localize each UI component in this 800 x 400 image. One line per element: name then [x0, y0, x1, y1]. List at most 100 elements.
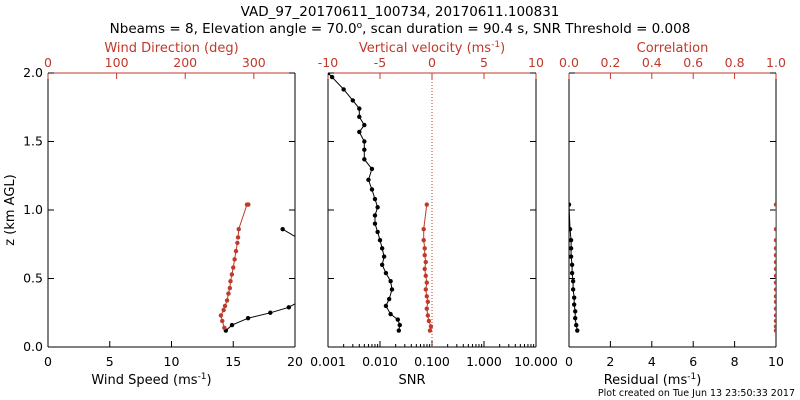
data-point — [372, 213, 378, 218]
data-point — [574, 322, 579, 328]
series-line — [328, 73, 401, 331]
data-point — [366, 177, 371, 183]
data-point — [426, 318, 432, 324]
data-point — [570, 287, 576, 292]
x-tick-label-top: 1.0 — [766, 55, 786, 70]
data-point — [424, 306, 429, 311]
x-tick-label-bottom: 1.000 — [466, 354, 502, 369]
x-tick-label-top: 300 — [242, 55, 266, 70]
x-tick-label-top: -5 — [374, 55, 386, 70]
data-point — [773, 237, 776, 243]
data-point — [372, 196, 378, 202]
data-point — [569, 270, 575, 276]
data-point — [329, 74, 335, 80]
x-axis-label-top: Correlation — [637, 41, 709, 56]
data-point — [362, 157, 367, 162]
data-point — [372, 221, 378, 226]
data-point — [425, 313, 431, 318]
figure-subtitle: Nbeams = 8, Elevation angle = 70.0o, sca… — [110, 21, 691, 37]
data-point — [383, 270, 389, 276]
data-point — [221, 307, 226, 313]
data-point — [227, 285, 233, 291]
data-point — [357, 114, 362, 120]
x-tick-label-top: 5 — [480, 55, 488, 70]
x-tick-label-top: 0 — [428, 55, 436, 70]
data-point — [379, 262, 385, 267]
data-point — [220, 318, 225, 324]
x-tick-label-top: 0.0 — [559, 55, 579, 70]
x-tick-label-bottom: 20 — [287, 354, 303, 369]
data-point — [425, 299, 431, 304]
y-tick-label: 1.0 — [23, 202, 43, 217]
data-point — [222, 325, 227, 331]
data-point — [773, 273, 776, 278]
data-point — [375, 229, 380, 235]
data-point — [299, 238, 303, 242]
data-point — [569, 226, 573, 232]
data-point — [773, 306, 776, 311]
data-point — [773, 324, 776, 329]
x-axis-label-bottom: Wind Speed (ms-1) — [91, 372, 211, 388]
x-axis-label-top: Wind Direction (deg) — [104, 41, 238, 56]
data-point — [383, 303, 389, 309]
data-point — [246, 202, 251, 207]
data-point — [773, 318, 776, 324]
data-point — [773, 294, 776, 299]
series-group — [328, 73, 434, 347]
data-point — [569, 246, 574, 251]
y-tick-label: 0.5 — [23, 271, 43, 286]
data-point — [389, 287, 395, 292]
data-point — [424, 202, 429, 207]
x-tick-label-top: 100 — [105, 55, 129, 70]
data-point — [232, 257, 237, 262]
x-tick-label-bottom: 6 — [689, 354, 697, 369]
data-point — [369, 187, 375, 192]
x-tick-label-bottom: 0 — [565, 354, 573, 369]
series-line — [225, 303, 295, 331]
x-tick-label-bottom: 15 — [225, 354, 241, 369]
figure-title: VAD_97_20170611_100734, 20170611.100831 — [241, 4, 560, 20]
series-line — [220, 242, 238, 328]
x-axis-label-top: Vertical velocity (ms-1) — [359, 40, 505, 56]
x-tick-label-bottom: 10 — [768, 354, 784, 369]
data-point — [362, 139, 367, 144]
x-tick-label-bottom: 0 — [44, 354, 52, 369]
data-point — [280, 226, 285, 232]
data-point — [427, 328, 433, 333]
data-point — [222, 303, 228, 309]
data-point — [423, 273, 428, 278]
data-point — [357, 106, 362, 111]
panel-wind: 0 5 10 15 20 Wind Speed (ms-1) 0 100 200 300 Wind … — [3, 41, 303, 388]
data-point — [773, 280, 776, 285]
data-point — [228, 279, 233, 284]
y-tick-label: 0.0 — [23, 339, 43, 354]
x-tick-label-bottom: 10.000 — [514, 354, 558, 369]
data-point — [395, 317, 401, 322]
x-tick-label-top: 0 — [44, 55, 52, 70]
data-point — [245, 316, 251, 321]
data-point — [396, 328, 402, 333]
data-point — [286, 305, 292, 310]
data-point — [226, 291, 231, 296]
data-point — [773, 266, 776, 272]
data-point — [773, 328, 776, 333]
data-point — [422, 266, 427, 272]
data-point — [362, 122, 367, 128]
data-point — [423, 287, 428, 292]
data-point — [369, 166, 375, 172]
data-point — [428, 324, 434, 329]
panel-snr: 0.001 0.010 0.100 1.000 10.000 SNR -10 -5 0 5 10 Ve… — [310, 40, 558, 388]
data-point — [569, 254, 574, 259]
data-point — [377, 237, 383, 243]
series-line — [282, 228, 295, 238]
data-point — [424, 280, 429, 285]
data-point — [388, 311, 393, 317]
x-tick-label-top: -10 — [318, 55, 338, 70]
series-line — [237, 204, 249, 238]
data-point — [422, 246, 427, 251]
data-point — [569, 262, 575, 267]
x-tick-label-top: 0.6 — [683, 55, 703, 70]
data-point — [231, 265, 236, 270]
data-point — [357, 129, 362, 135]
data-point — [421, 226, 426, 232]
